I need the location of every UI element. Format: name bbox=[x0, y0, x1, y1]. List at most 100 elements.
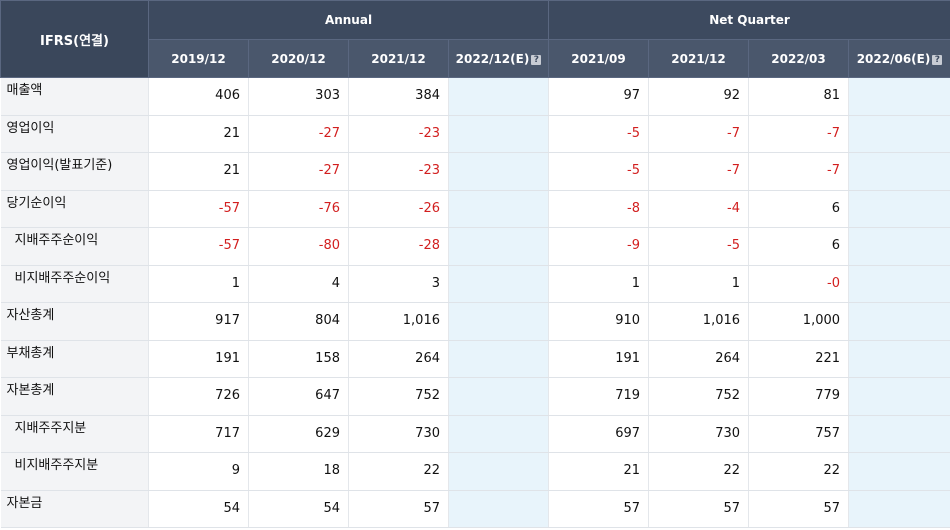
estimate-cell bbox=[448, 415, 550, 453]
value-cell: 57 bbox=[748, 490, 850, 528]
value-cell: -27 bbox=[248, 115, 349, 153]
value-cell: 719 bbox=[548, 377, 650, 416]
estimate-cell bbox=[848, 115, 950, 153]
table-row: 자본총계 726 647 752 719 752 779 bbox=[0, 377, 950, 416]
value-cell: 697 bbox=[548, 415, 650, 453]
ifrs-basis-header: IFRS(연결) bbox=[0, 0, 149, 78]
value-cell: 1 bbox=[148, 265, 249, 303]
value-cell: -80 bbox=[248, 227, 349, 266]
value-cell: -9 bbox=[548, 227, 650, 266]
row-label[interactable]: 영업이익(발표기준) bbox=[0, 152, 149, 191]
estimate-cell bbox=[448, 190, 550, 228]
value-cell: -7 bbox=[648, 152, 750, 191]
period-header-estimate: 2022/12(E)? bbox=[447, 39, 550, 78]
estimate-cell bbox=[848, 377, 950, 416]
estimate-cell bbox=[848, 190, 950, 228]
row-label[interactable]: 비지배주주순이익 bbox=[0, 265, 149, 303]
row-label[interactable]: 지배주주지분 bbox=[0, 415, 149, 453]
value-cell: 303 bbox=[248, 77, 349, 116]
value-cell: 6 bbox=[748, 190, 850, 228]
value-cell: 910 bbox=[548, 302, 650, 341]
value-cell: 264 bbox=[348, 340, 449, 378]
annual-header: Annual bbox=[147, 0, 550, 40]
value-cell: 647 bbox=[248, 377, 349, 416]
table-body: 매출액 406 303 384 97 92 81 영업이익 21 -27 -23 -5 -7 -7 영업이익… bbox=[0, 77, 950, 528]
value-cell: 917 bbox=[148, 302, 249, 341]
estimate-cell bbox=[448, 490, 550, 528]
value-cell: 804 bbox=[248, 302, 349, 341]
value-cell: 158 bbox=[248, 340, 349, 378]
estimate-cell bbox=[848, 302, 950, 341]
value-cell: -7 bbox=[748, 152, 850, 191]
value-cell: 1 bbox=[548, 265, 650, 303]
table-row: 영업이익 21 -27 -23 -5 -7 -7 bbox=[0, 115, 950, 153]
estimate-cell bbox=[448, 227, 550, 266]
estimate-cell bbox=[848, 415, 950, 453]
net-quarter-header: Net Quarter bbox=[548, 0, 950, 40]
value-cell: 81 bbox=[748, 77, 850, 116]
value-cell: 726 bbox=[148, 377, 249, 416]
value-cell: -7 bbox=[648, 115, 750, 153]
value-cell: -0 bbox=[748, 265, 850, 303]
table-row: 비지배주주지분 9 18 22 21 22 22 bbox=[0, 452, 950, 491]
value-cell: 97 bbox=[548, 77, 650, 116]
period-header: 2022/03 bbox=[748, 39, 850, 78]
value-cell: -57 bbox=[148, 190, 249, 228]
value-cell: 191 bbox=[148, 340, 249, 378]
value-cell: 752 bbox=[648, 377, 750, 416]
value-cell: -57 bbox=[148, 227, 249, 266]
value-cell: 1,000 bbox=[748, 302, 850, 341]
value-cell: -4 bbox=[648, 190, 750, 228]
value-cell: 730 bbox=[348, 415, 449, 453]
row-label[interactable]: 자본금 bbox=[0, 490, 149, 528]
value-cell: -26 bbox=[348, 190, 449, 228]
help-icon[interactable]: ? bbox=[531, 54, 542, 65]
period-header-estimate: 2022/06(E)? bbox=[848, 39, 950, 78]
row-label[interactable]: 영업이익 bbox=[0, 115, 149, 153]
value-cell: 92 bbox=[648, 77, 750, 116]
value-cell: -7 bbox=[748, 115, 850, 153]
value-cell: 1,016 bbox=[648, 302, 750, 341]
estimate-cell bbox=[848, 152, 950, 191]
value-cell: 57 bbox=[648, 490, 750, 528]
value-cell: 4 bbox=[248, 265, 349, 303]
estimate-cell bbox=[848, 77, 950, 116]
table-row: 지배주주지분 717 629 730 697 730 757 bbox=[0, 415, 950, 453]
value-cell: 752 bbox=[348, 377, 449, 416]
estimate-cell bbox=[848, 452, 950, 491]
estimate-cell bbox=[448, 77, 550, 116]
value-cell: 629 bbox=[248, 415, 349, 453]
value-cell: 1,016 bbox=[348, 302, 449, 341]
estimate-cell bbox=[448, 377, 550, 416]
value-cell: 54 bbox=[148, 490, 249, 528]
help-icon[interactable]: ? bbox=[932, 54, 943, 65]
row-label[interactable]: 부채총계 bbox=[0, 340, 149, 378]
row-label[interactable]: 자산총계 bbox=[0, 302, 149, 341]
value-cell: 717 bbox=[148, 415, 249, 453]
value-cell: 221 bbox=[748, 340, 850, 378]
row-label[interactable]: 지배주주순이익 bbox=[0, 227, 149, 266]
value-cell: 57 bbox=[548, 490, 650, 528]
period-header: 2020/12 bbox=[248, 39, 349, 78]
value-cell: 21 bbox=[548, 452, 650, 491]
value-cell: 22 bbox=[648, 452, 750, 491]
row-label[interactable]: 비지배주주지분 bbox=[0, 452, 149, 491]
row-label[interactable]: 매출액 bbox=[0, 77, 149, 116]
period-header: 2019/12 bbox=[148, 39, 249, 78]
value-cell: 757 bbox=[748, 415, 850, 453]
table-row: 비지배주주순이익 1 4 3 1 1 -0 bbox=[0, 265, 950, 303]
value-cell: 406 bbox=[148, 77, 249, 116]
value-cell: 9 bbox=[148, 452, 249, 491]
row-label[interactable]: 자본총계 bbox=[0, 377, 149, 416]
estimate-cell bbox=[448, 302, 550, 341]
value-cell: -23 bbox=[348, 115, 449, 153]
header-group-row: IFRS(연결) Annual Net Quarter bbox=[0, 0, 950, 78]
value-cell: 1 bbox=[648, 265, 750, 303]
value-cell: 6 bbox=[748, 227, 850, 266]
value-cell: -5 bbox=[548, 152, 650, 191]
row-label[interactable]: 당기순이익 bbox=[0, 190, 149, 228]
value-cell: -8 bbox=[548, 190, 650, 228]
value-cell: 779 bbox=[748, 377, 850, 416]
value-cell: -5 bbox=[648, 227, 750, 266]
